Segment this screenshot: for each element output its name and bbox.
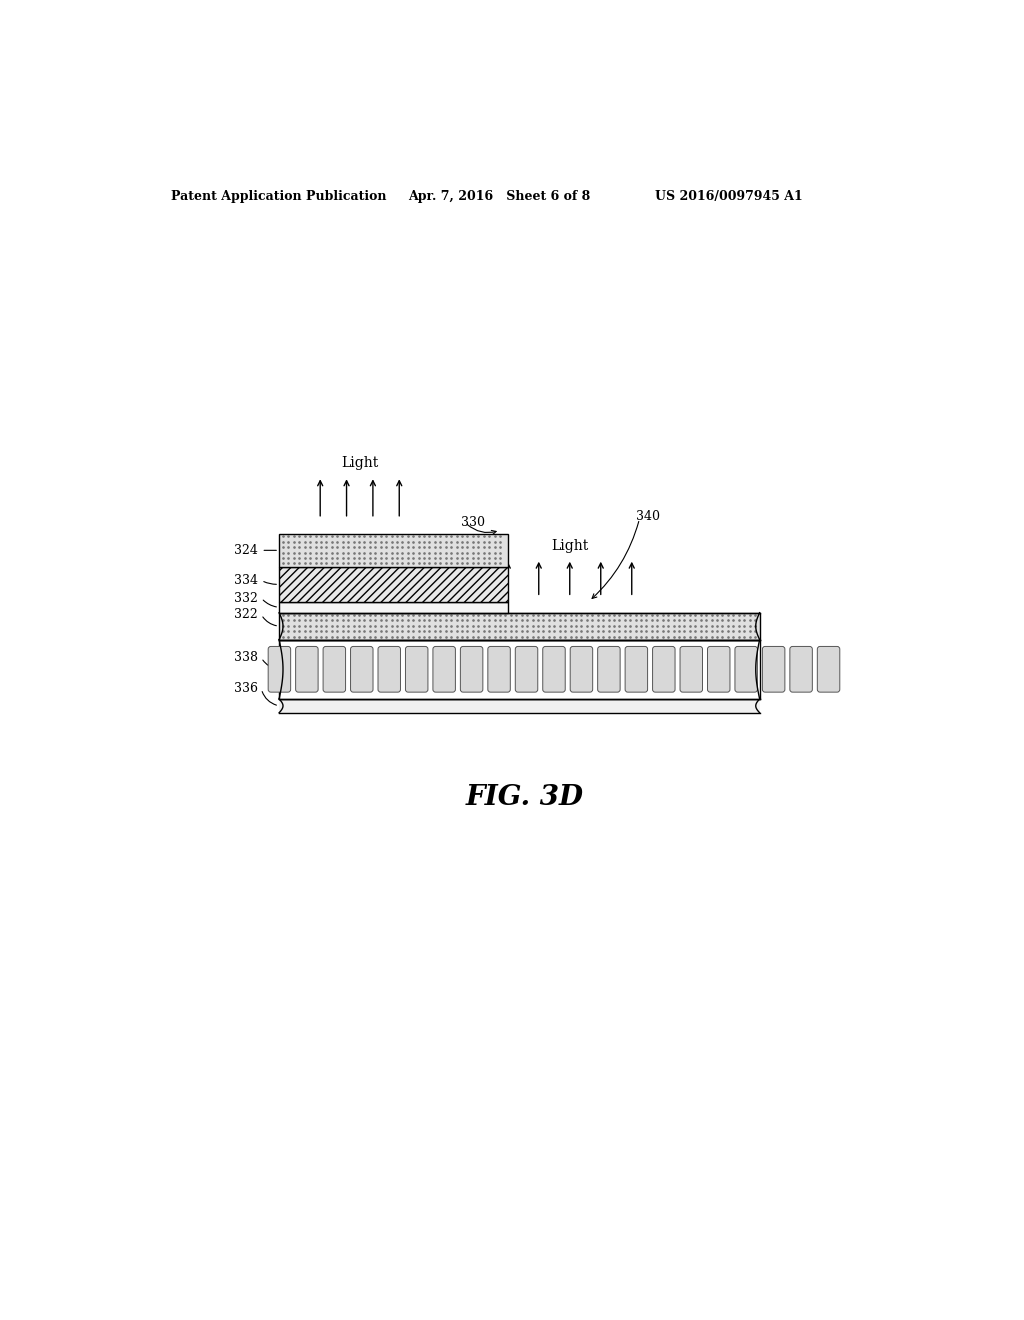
- Bar: [280, 535, 508, 566]
- FancyBboxPatch shape: [296, 647, 318, 692]
- FancyBboxPatch shape: [324, 647, 345, 692]
- Text: Light: Light: [551, 539, 589, 553]
- Bar: [280, 700, 760, 713]
- Bar: [280, 602, 508, 612]
- Text: 338: 338: [234, 651, 258, 664]
- Text: 340: 340: [636, 510, 659, 523]
- Text: 324: 324: [234, 544, 258, 557]
- FancyBboxPatch shape: [433, 647, 456, 692]
- FancyBboxPatch shape: [268, 647, 291, 692]
- FancyBboxPatch shape: [735, 647, 758, 692]
- Text: 334: 334: [234, 574, 258, 587]
- FancyBboxPatch shape: [763, 647, 784, 692]
- Text: Light: Light: [341, 457, 378, 470]
- FancyBboxPatch shape: [652, 647, 675, 692]
- FancyBboxPatch shape: [461, 647, 483, 692]
- Text: 336: 336: [234, 682, 258, 696]
- Text: 330: 330: [461, 516, 485, 529]
- FancyBboxPatch shape: [817, 647, 840, 692]
- FancyBboxPatch shape: [598, 647, 621, 692]
- FancyBboxPatch shape: [680, 647, 702, 692]
- Bar: [280, 612, 760, 640]
- Bar: [280, 566, 508, 602]
- Text: Apr. 7, 2016   Sheet 6 of 8: Apr. 7, 2016 Sheet 6 of 8: [409, 190, 591, 203]
- FancyBboxPatch shape: [378, 647, 400, 692]
- Text: US 2016/0097945 A1: US 2016/0097945 A1: [655, 190, 803, 203]
- Text: FIG. 3D: FIG. 3D: [466, 784, 584, 810]
- Text: 322: 322: [234, 609, 258, 622]
- FancyBboxPatch shape: [708, 647, 730, 692]
- FancyBboxPatch shape: [515, 647, 538, 692]
- FancyBboxPatch shape: [543, 647, 565, 692]
- Text: Patent Application Publication: Patent Application Publication: [171, 190, 386, 203]
- FancyBboxPatch shape: [350, 647, 373, 692]
- FancyBboxPatch shape: [625, 647, 647, 692]
- FancyBboxPatch shape: [406, 647, 428, 692]
- Text: 332: 332: [234, 591, 258, 605]
- FancyBboxPatch shape: [790, 647, 812, 692]
- FancyBboxPatch shape: [487, 647, 510, 692]
- Bar: [280, 640, 760, 700]
- FancyBboxPatch shape: [570, 647, 593, 692]
